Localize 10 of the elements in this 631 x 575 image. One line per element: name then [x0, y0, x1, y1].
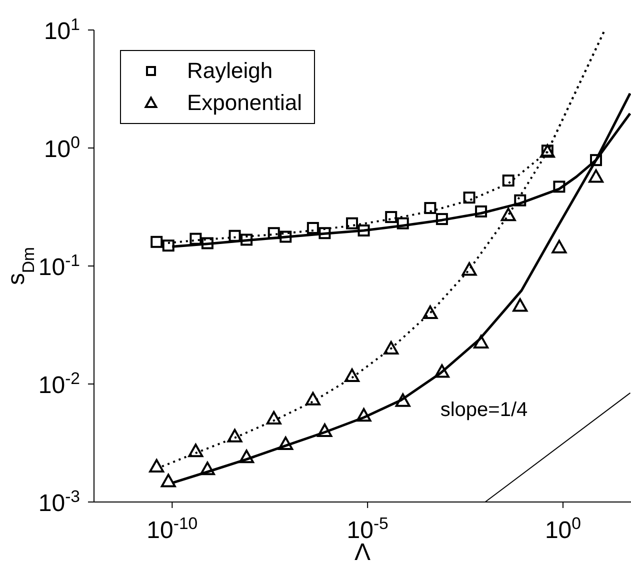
x-tick-label: 10$^{0}$ — [544, 514, 582, 544]
x-tick-label: 10$^{-10}$ — [146, 514, 198, 544]
y-tick-label: 10$^{-1}$ — [38, 250, 80, 281]
y-tick-label: 10$^{0}$ — [44, 132, 80, 163]
y-tick-label: 10$^{-3}$ — [38, 486, 80, 517]
y-tick-label: 10$^{1}$ — [44, 14, 80, 45]
legend-label: Exponential — [187, 90, 302, 116]
y-tick-label: 10$^{-2}$ — [38, 368, 80, 399]
legend-label: Rayleigh — [187, 58, 273, 84]
annotation: slope=1/4 — [440, 399, 528, 421]
